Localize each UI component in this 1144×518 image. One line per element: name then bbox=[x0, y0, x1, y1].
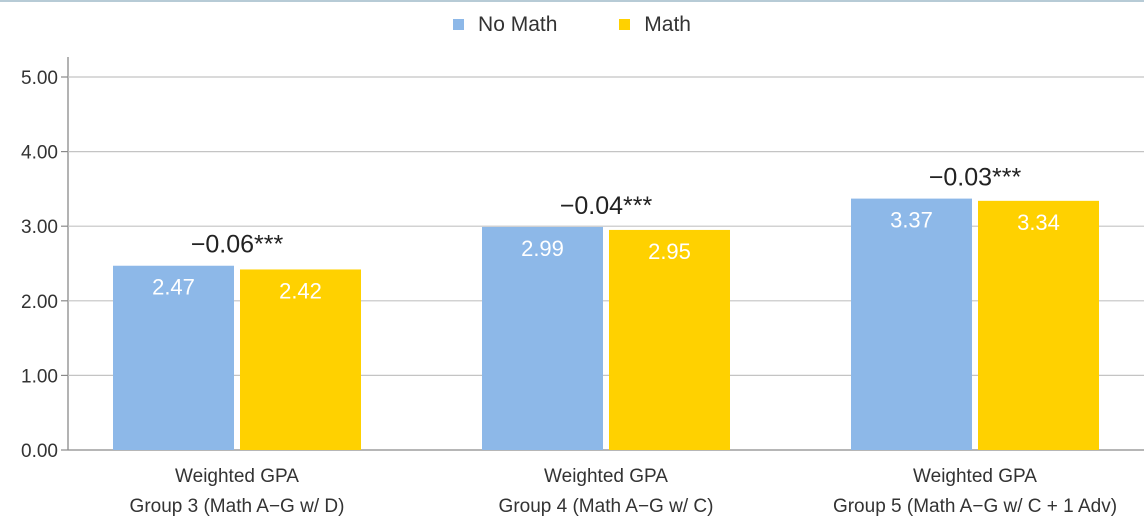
legend-item-math: Math bbox=[619, 13, 691, 37]
y-tick-label: 5.00 bbox=[21, 68, 58, 89]
bar-value-label: 2.99 bbox=[521, 236, 564, 261]
bar-no-math bbox=[113, 265, 234, 450]
y-tick-label: 1.00 bbox=[21, 366, 58, 387]
legend-label-math: Math bbox=[644, 12, 691, 36]
x-category-label: Group 3 (Math A−G w/ D) bbox=[130, 496, 345, 517]
x-category-label: Group 4 (Math A−G w/ C) bbox=[499, 496, 714, 517]
bar-value-label: 2.42 bbox=[279, 278, 322, 303]
x-category-label: Group 5 (Math A−G w/ C + 1 Adv) bbox=[833, 496, 1117, 517]
bar-value-label: 2.47 bbox=[152, 275, 195, 300]
bar-value-label: 2.95 bbox=[648, 239, 691, 264]
difference-annotation: −0.03*** bbox=[929, 164, 1022, 192]
top-divider bbox=[0, 0, 1144, 2]
legend-label-no-math: No Math bbox=[478, 12, 558, 36]
x-category-label: Weighted GPA bbox=[544, 466, 668, 487]
y-tick-label: 2.00 bbox=[21, 292, 58, 313]
x-category-label: Weighted GPA bbox=[175, 466, 299, 487]
bar-no-math bbox=[482, 226, 603, 450]
bar-math bbox=[609, 229, 730, 450]
bar-value-label: 3.37 bbox=[890, 208, 933, 233]
difference-annotation: −0.04*** bbox=[560, 192, 653, 220]
bar-math bbox=[978, 200, 1099, 450]
y-tick-label: 4.00 bbox=[21, 143, 58, 164]
x-category-label: Weighted GPA bbox=[913, 466, 1037, 487]
bar-value-label: 3.34 bbox=[1017, 210, 1060, 235]
legend-swatch-math bbox=[619, 19, 631, 30]
y-tick-label: 3.00 bbox=[21, 217, 58, 238]
legend-swatch-no-math bbox=[453, 19, 465, 30]
y-tick-label: 0.00 bbox=[21, 441, 58, 462]
bar-math bbox=[240, 269, 361, 450]
bar-no-math bbox=[851, 198, 972, 450]
difference-annotation: −0.06*** bbox=[191, 231, 284, 259]
legend-item-no-math: No Math bbox=[453, 13, 557, 37]
legend: No Math Math bbox=[0, 12, 1144, 37]
